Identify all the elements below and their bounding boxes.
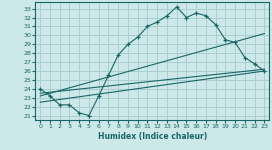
X-axis label: Humidex (Indice chaleur): Humidex (Indice chaleur) — [98, 132, 207, 141]
